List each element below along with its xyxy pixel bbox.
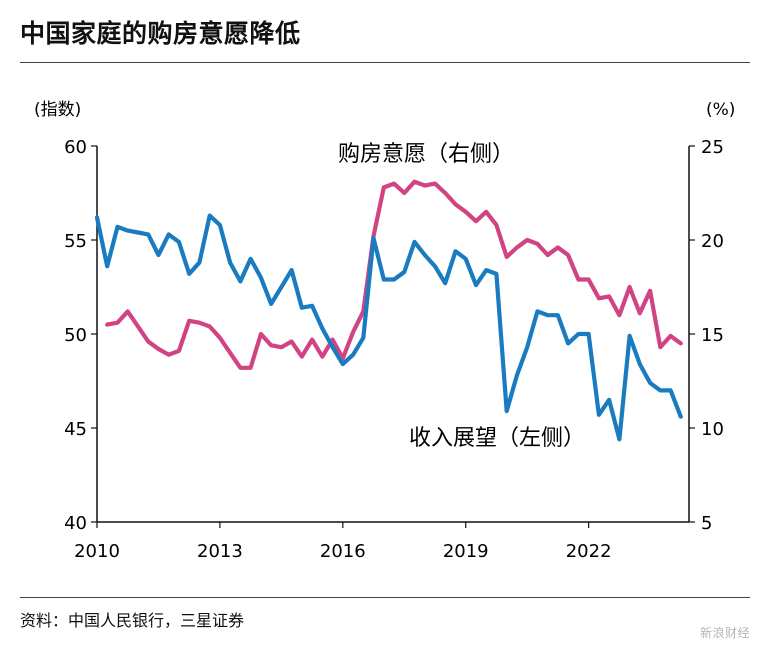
- right-axis-tick-label: 20: [701, 231, 724, 252]
- right-axis-unit: (%): [706, 100, 735, 120]
- line-chart: (指数) (%) 60 55 50 45 40 25 20 15 10 5 2010 2013 2016…: [34, 100, 735, 562]
- right-axis-tick-label: 25: [701, 137, 724, 158]
- title-divider: [20, 62, 750, 63]
- left-axis-tick-label: 50: [64, 325, 87, 346]
- x-axis-tick-label: 2010: [74, 541, 120, 562]
- left-axis-tick-label: 40: [64, 513, 87, 534]
- right-axis-tick-label: 5: [701, 513, 712, 534]
- right-axis-tick-label: 10: [701, 419, 724, 440]
- left-axis-tick-label: 60: [64, 137, 87, 158]
- income-outlook-label: 收入展望（左侧）: [409, 426, 585, 451]
- x-axis-tick-label: 2022: [566, 541, 612, 562]
- x-axis-tick-label: 2016: [320, 541, 366, 562]
- purchase-intention-line: [105, 179, 683, 370]
- footer-divider: [20, 597, 750, 598]
- x-axis-tick-label: 2013: [197, 541, 243, 562]
- source-note: 资料：中国人民银行，三星证券: [20, 611, 245, 630]
- left-axis-unit: (指数): [34, 100, 81, 120]
- income-outlook-line: [94, 213, 683, 442]
- right-axis-tick-label: 15: [701, 325, 724, 346]
- left-axis-tick-label: 45: [64, 419, 87, 440]
- x-axis-tick-label: 2019: [443, 541, 489, 562]
- left-axis-tick-label: 55: [64, 231, 87, 252]
- watermark: 新浪财经: [699, 626, 750, 640]
- chart-title: 中国家庭的购房意愿降低: [20, 19, 301, 48]
- purchase-intention-label: 购房意愿（右侧）: [338, 142, 514, 167]
